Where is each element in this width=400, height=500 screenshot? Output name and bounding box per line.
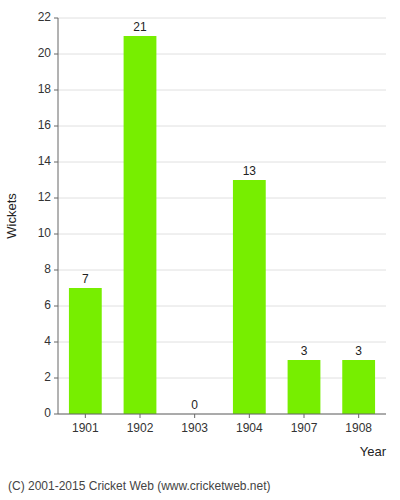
grid (58, 18, 386, 414)
grid-line (58, 306, 386, 307)
x-tick (194, 414, 195, 418)
x-tick-label: 1901 (72, 421, 99, 435)
x-tick (140, 414, 141, 418)
x-axis-line (58, 414, 386, 415)
x-tick-label: 1908 (345, 421, 372, 435)
data-label: 3 (355, 344, 362, 358)
grid-line (58, 90, 386, 91)
grid-line (58, 342, 386, 343)
y-tick (54, 90, 58, 91)
y-tick (54, 306, 58, 307)
grid-line (58, 414, 386, 415)
x-axis-label: Year (360, 444, 387, 459)
x-tick (358, 414, 359, 418)
chart-svg: 0246810121416182022190119021903190419071… (0, 0, 400, 500)
x-tick-label: 1902 (127, 421, 154, 435)
y-axis-label: Wickets (4, 193, 19, 239)
data-labels: 7 21 0 13 3 3 (82, 20, 362, 412)
grid-line (58, 234, 386, 235)
y-tick-label: 2 (44, 370, 51, 384)
y-tick (54, 126, 58, 127)
x-tick (249, 414, 250, 418)
y-tick (54, 54, 58, 55)
y-tick-label: 8 (44, 262, 51, 276)
y-tick (54, 270, 58, 271)
footer-annotation: (C) 2001-2015 Cricket Web (www.cricketwe… (8, 479, 271, 493)
y-tick-label: 18 (38, 82, 52, 96)
x-tick-label: 1907 (291, 421, 318, 435)
y-tick (54, 198, 58, 199)
data-label: 7 (82, 272, 89, 286)
bar (233, 180, 266, 414)
grid-line (58, 162, 386, 163)
y-tick-label: 16 (38, 118, 52, 132)
bars (69, 36, 375, 414)
bar (288, 360, 321, 414)
chart-container: 0246810121416182022190119021903190419071… (0, 0, 400, 500)
y-tick (54, 234, 58, 235)
grid-line (58, 126, 386, 127)
grid-line (58, 198, 386, 199)
data-label: 21 (133, 20, 147, 34)
grid-line (58, 270, 386, 271)
y-tick-label: 4 (44, 334, 51, 348)
page: {"chart_data": {"type": "bar", "categori… (0, 0, 400, 500)
y-tick (54, 378, 58, 379)
y-tick (54, 342, 58, 343)
axes: 1901 1902 1903 1904 1907 1908 (58, 18, 386, 435)
y-tick-label: 10 (38, 226, 52, 240)
x-tick (85, 414, 86, 418)
bar (342, 360, 375, 414)
y-tick-label: 14 (38, 154, 52, 168)
grid-line (58, 18, 386, 19)
x-tick-label: 1904 (236, 421, 263, 435)
x-tick (304, 414, 305, 418)
x-tick-label: 1903 (181, 421, 208, 435)
data-label: 0 (191, 398, 198, 412)
y-tick-label: 12 (38, 190, 52, 204)
y-tick (54, 162, 58, 163)
data-label: 3 (301, 344, 308, 358)
y-tick (54, 18, 58, 19)
y-tick-label: 0 (44, 406, 51, 420)
y-tick-label: 6 (44, 298, 51, 312)
bar (69, 288, 102, 414)
data-label: 13 (243, 164, 257, 178)
grid-line (58, 54, 386, 55)
y-tick-label: 20 (38, 46, 52, 60)
grid-line (58, 378, 386, 379)
y-tick (54, 414, 58, 415)
y-axis-line (58, 18, 59, 414)
y-ticks: 0 2 4 6 8 10 12 14 16 18 20 22 (38, 10, 58, 420)
y-tick-label: 22 (38, 10, 52, 24)
bar (124, 36, 157, 414)
